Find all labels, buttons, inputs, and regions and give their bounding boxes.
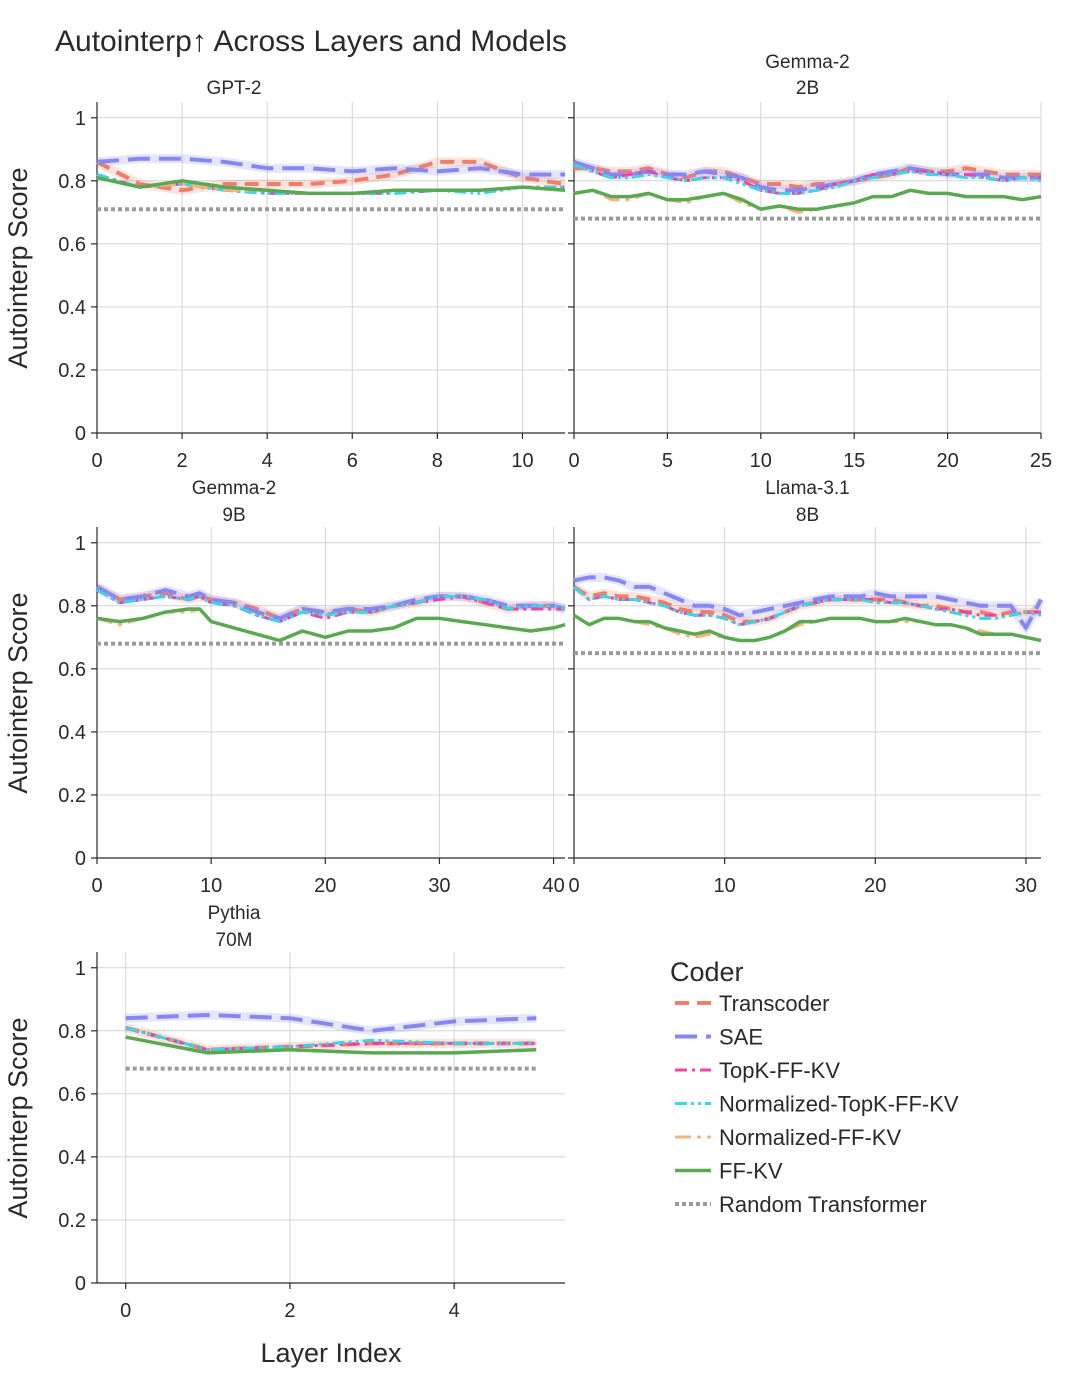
subplot-title: Gemma-2 bbox=[192, 478, 276, 499]
x-tick-label: 10 bbox=[714, 875, 736, 897]
subplot-title: 70M bbox=[216, 930, 253, 951]
y-tick-label: 0 bbox=[75, 423, 86, 445]
legend-item-label: TopK-FF-KV bbox=[719, 1058, 840, 1083]
legend-item-label: SAE bbox=[719, 1025, 763, 1050]
subplot-title: 2B bbox=[796, 78, 819, 99]
series-line-topk-ff-kv bbox=[125, 1026, 537, 1052]
series-line-ff-kv bbox=[125, 1035, 537, 1055]
series-line-transcoder bbox=[574, 166, 1041, 190]
subplot-title: Pythia bbox=[208, 903, 261, 924]
series-line-normalized-topk-ff-kv bbox=[125, 1026, 537, 1052]
y-tick-label: 0 bbox=[75, 848, 86, 870]
legend-item-label: Random Transformer bbox=[719, 1192, 927, 1217]
series-line-transcoder bbox=[96, 159, 566, 193]
series-line-sae bbox=[96, 585, 566, 621]
legend-item-label: Transcoder bbox=[719, 991, 829, 1016]
series-line-sae bbox=[573, 575, 1043, 630]
series-line-normalized-topk-ff-kv bbox=[573, 585, 1042, 627]
x-tick-label: 20 bbox=[314, 875, 336, 897]
y-tick-label: 0.4 bbox=[58, 297, 86, 319]
y-axis-label-row2: Autointerp Score bbox=[3, 592, 33, 793]
y-tick-label: 0.4 bbox=[58, 722, 86, 744]
panel-1: 0 5 10 15 20 25 Gemma-2 2B bbox=[568, 52, 1052, 472]
panel-4: 0 0.2 0.4 0.6 0.8 1 0 2 4 Pythia 70M bbox=[58, 903, 565, 1322]
y-tick-label: 1 bbox=[75, 958, 86, 980]
y-tick-label: 0 bbox=[75, 1273, 86, 1295]
y-axis-label-row1: Autointerp Score bbox=[3, 167, 33, 368]
legend-item-label: Normalized-FF-KV bbox=[719, 1125, 901, 1150]
subplot-title: Llama-3.1 bbox=[765, 478, 850, 499]
x-tick-label: 0 bbox=[568, 450, 579, 472]
x-tick-label: 2 bbox=[177, 450, 188, 472]
subplot-title: 9B bbox=[222, 505, 245, 526]
x-tick-label: 4 bbox=[449, 1300, 460, 1322]
legend-title: Coder bbox=[670, 957, 744, 987]
subplot-title: GPT-2 bbox=[207, 78, 262, 99]
x-tick-label: 6 bbox=[347, 450, 358, 472]
panel-3: 0 10 20 30 Llama-3.1 8B bbox=[568, 478, 1045, 897]
subplot-title: 8B bbox=[796, 505, 819, 526]
y-tick-label: 1 bbox=[75, 533, 86, 555]
y-tick-label: 0.2 bbox=[58, 1210, 86, 1232]
y-tick-label: 0.8 bbox=[58, 1021, 86, 1043]
y-tick-label: 0.2 bbox=[58, 360, 86, 382]
series-line-ff-kv bbox=[573, 613, 1042, 643]
y-axis-label-row3: Autointerp Score bbox=[3, 1017, 33, 1218]
x-axis-label: Layer Index bbox=[260, 1338, 402, 1368]
series-line-normalized-ff-kv bbox=[96, 607, 566, 642]
x-tick-label: 10 bbox=[750, 450, 772, 472]
x-tick-label: 25 bbox=[1030, 450, 1052, 472]
figure-title: Autointerp↑ Across Layers and Models bbox=[55, 25, 567, 58]
x-tick-label: 30 bbox=[1015, 875, 1037, 897]
x-tick-label: 20 bbox=[864, 875, 886, 897]
x-tick-label: 4 bbox=[262, 450, 273, 472]
y-tick-label: 0.8 bbox=[58, 596, 86, 618]
series-line-normalized-topk-ff-kv bbox=[573, 163, 1042, 195]
y-tick-label: 1 bbox=[75, 108, 86, 130]
y-tick-label: 0.6 bbox=[58, 1084, 86, 1106]
y-tick-label: 0.6 bbox=[58, 659, 86, 681]
legend: Coder Transcoder SAE TopK-FF-KV Normalized-… bbox=[670, 957, 959, 1217]
series-line-normalized-ff-kv bbox=[573, 614, 1042, 642]
x-tick-label: 0 bbox=[91, 450, 102, 472]
x-tick-label: 10 bbox=[200, 875, 222, 897]
x-tick-label: 0 bbox=[120, 1300, 131, 1322]
y-tick-label: 0.2 bbox=[58, 785, 86, 807]
x-tick-label: 15 bbox=[843, 450, 865, 472]
x-tick-label: 0 bbox=[91, 875, 102, 897]
subplot-title: Gemma-2 bbox=[765, 52, 849, 73]
x-tick-label: 8 bbox=[432, 450, 443, 472]
y-tick-label: 0.8 bbox=[58, 171, 86, 193]
legend-item-label: Normalized-TopK-FF-KV bbox=[719, 1092, 959, 1117]
series-line-ff-kv bbox=[96, 175, 566, 196]
series-line-topk-ff-kv bbox=[96, 588, 565, 624]
series-line-ff-kv bbox=[573, 188, 1042, 211]
x-tick-label: 2 bbox=[284, 1300, 295, 1322]
y-tick-label: 0.4 bbox=[58, 1147, 86, 1169]
series-line-sae bbox=[96, 156, 565, 177]
y-tick-label: 0.6 bbox=[58, 234, 86, 256]
series-line-normalized-topk-ff-kv bbox=[96, 173, 565, 195]
series-band-sae bbox=[96, 154, 565, 179]
x-tick-label: 5 bbox=[662, 450, 673, 472]
x-tick-label: 10 bbox=[511, 450, 533, 472]
series-line-sae bbox=[125, 1013, 537, 1033]
legend-item-label: FF-KV bbox=[719, 1159, 783, 1184]
x-tick-label: 0 bbox=[568, 875, 579, 897]
x-tick-label: 30 bbox=[428, 875, 450, 897]
series-line-topk-ff-kv bbox=[573, 163, 1041, 195]
series-line-ff-kv bbox=[96, 607, 566, 643]
x-tick-label: 20 bbox=[936, 450, 958, 472]
x-tick-label: 40 bbox=[542, 875, 564, 897]
